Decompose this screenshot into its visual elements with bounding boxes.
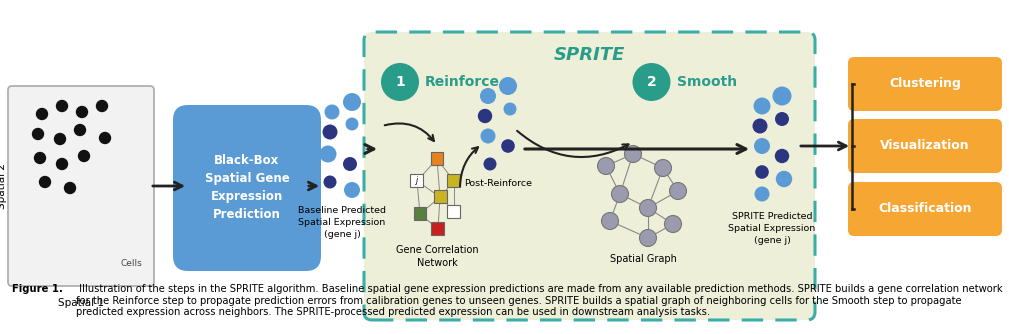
Text: Spatial Graph: Spatial Graph [609,254,676,264]
Text: Spatial 1: Spatial 1 [58,298,104,308]
Text: Figure 1.: Figure 1. [12,284,63,294]
Circle shape [601,212,619,229]
Circle shape [38,176,51,188]
Circle shape [597,158,614,174]
Circle shape [633,63,671,101]
Circle shape [755,165,769,179]
Circle shape [501,139,515,153]
FancyBboxPatch shape [8,86,154,286]
Circle shape [64,182,77,194]
Text: Spatial 2: Spatial 2 [0,163,7,209]
FancyBboxPatch shape [364,32,815,320]
Text: Black-Box
Spatial Gene
Expression
Prediction: Black-Box Spatial Gene Expression Predic… [205,155,290,221]
Circle shape [74,124,86,136]
Circle shape [625,146,642,163]
Text: 2: 2 [647,75,657,89]
FancyBboxPatch shape [848,182,1002,236]
Text: Post-Reinforce: Post-Reinforce [464,179,532,188]
Circle shape [96,100,108,112]
Circle shape [381,63,419,101]
Circle shape [99,132,111,144]
Circle shape [665,215,681,232]
Circle shape [53,133,67,145]
FancyBboxPatch shape [434,190,447,203]
FancyBboxPatch shape [173,105,321,271]
Circle shape [775,112,789,126]
Text: Clustering: Clustering [889,77,961,91]
Text: Cells: Cells [120,259,142,268]
Text: Baseline Predicted
Spatial Expression
(gene j): Baseline Predicted Spatial Expression (g… [298,206,386,238]
Text: Reinforce: Reinforce [425,75,500,89]
Circle shape [775,149,789,163]
Text: SPRITE: SPRITE [554,46,626,64]
Circle shape [754,138,770,154]
Circle shape [773,87,791,106]
Text: Gene Correlation
Network: Gene Correlation Network [396,245,478,268]
Circle shape [655,160,672,176]
Circle shape [325,105,339,120]
Circle shape [754,98,771,115]
Text: Visualization: Visualization [880,140,970,153]
Text: j: j [416,176,418,185]
Circle shape [503,103,517,116]
Circle shape [670,182,686,199]
Circle shape [33,152,46,164]
Circle shape [480,129,495,144]
Circle shape [483,158,496,170]
Circle shape [55,100,69,112]
Circle shape [478,109,492,123]
FancyBboxPatch shape [432,222,445,235]
Circle shape [324,175,336,188]
Text: SPRITE Predicted
Spatial Expression
(gene j): SPRITE Predicted Spatial Expression (gen… [728,212,815,244]
Circle shape [32,128,44,140]
Circle shape [320,146,336,163]
Circle shape [753,119,768,134]
Circle shape [343,93,361,111]
FancyBboxPatch shape [848,119,1002,173]
Circle shape [343,157,357,171]
Circle shape [640,199,657,216]
Circle shape [55,158,69,170]
FancyBboxPatch shape [431,153,444,166]
Circle shape [755,186,770,201]
FancyBboxPatch shape [848,57,1002,111]
Circle shape [323,125,337,140]
Circle shape [640,229,657,246]
FancyBboxPatch shape [411,174,424,187]
Circle shape [345,118,358,131]
Circle shape [480,88,496,104]
FancyBboxPatch shape [414,207,427,220]
Circle shape [776,171,792,187]
Text: Smooth: Smooth [676,75,737,89]
Circle shape [611,185,629,202]
Circle shape [35,108,48,120]
Circle shape [78,150,90,162]
Circle shape [499,77,517,95]
FancyBboxPatch shape [448,174,460,187]
Circle shape [344,182,360,198]
Text: Illustration of the steps in the SPRITE algorithm. Baseline spatial gene express: Illustration of the steps in the SPRITE … [76,284,1002,317]
Text: Classification: Classification [878,202,972,215]
Text: 1: 1 [396,75,405,89]
FancyBboxPatch shape [448,204,460,217]
Circle shape [76,106,88,118]
